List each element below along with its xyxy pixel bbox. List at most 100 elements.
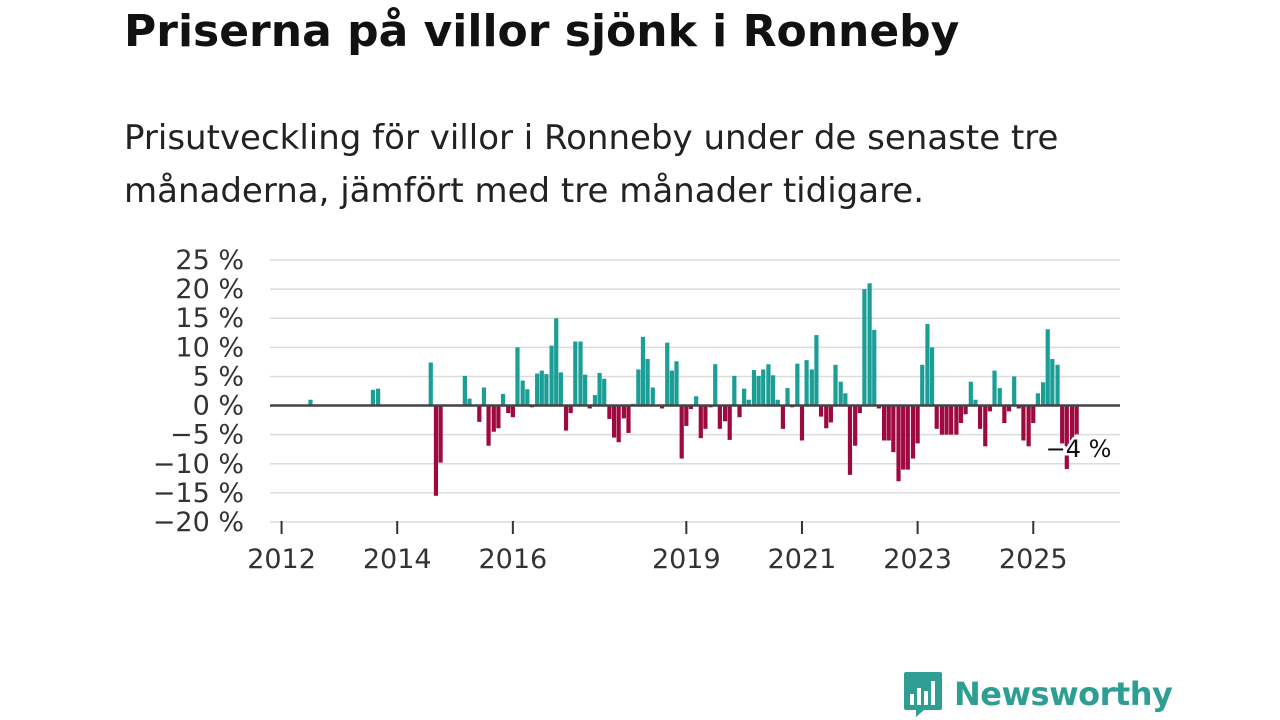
bar (626, 405, 631, 433)
bar (665, 342, 670, 406)
bar (640, 336, 646, 406)
bar (1006, 405, 1012, 412)
bar (1074, 405, 1079, 435)
bar (756, 375, 761, 406)
bar (1026, 405, 1031, 447)
bar (963, 405, 968, 415)
bar (886, 405, 891, 441)
bar (679, 405, 684, 459)
bar (775, 399, 780, 406)
bar (847, 405, 853, 475)
bar-chart: 25 %20 %15 %10 %5 %0 %−5 %−10 %−15 %−20 … (153, 245, 1120, 575)
x-tick-label: 2012 (247, 544, 316, 575)
bar (477, 405, 482, 422)
bar (597, 372, 602, 406)
bar (799, 405, 805, 441)
bar (592, 395, 598, 406)
bar (973, 399, 978, 406)
y-tick-label: −10 % (153, 449, 244, 480)
x-tick-label: 2023 (883, 544, 952, 575)
bar (770, 375, 776, 406)
bar (761, 369, 766, 406)
bar (535, 373, 540, 406)
y-tick-label: 10 % (175, 332, 244, 363)
bar (583, 374, 588, 406)
y-tick-label: 0 % (193, 391, 244, 422)
bar (438, 405, 443, 463)
bar (573, 341, 578, 406)
bar (433, 405, 439, 496)
bar (491, 405, 496, 432)
bar (795, 363, 800, 406)
y-tick-label: −5 % (170, 420, 244, 451)
bar (674, 361, 679, 406)
bar (568, 405, 573, 414)
bar (549, 345, 554, 406)
bar (1016, 405, 1021, 409)
bar (525, 389, 530, 406)
bar (949, 405, 954, 435)
bar (703, 405, 708, 429)
x-tick-label: 2016 (478, 544, 547, 575)
bar (867, 283, 872, 406)
bar (510, 405, 515, 418)
bar (843, 393, 848, 406)
bar (915, 405, 920, 444)
bar (1040, 382, 1046, 406)
bar (857, 405, 862, 414)
bar (554, 318, 559, 406)
bar (688, 405, 694, 410)
bar (876, 405, 881, 409)
bar (659, 405, 665, 409)
bar (742, 388, 747, 406)
bar (698, 405, 703, 439)
bar (563, 405, 569, 431)
y-tick-label: 20 % (175, 274, 244, 305)
bar (910, 405, 916, 459)
bar (905, 405, 910, 470)
y-tick-label: −15 % (153, 478, 244, 509)
x-tick-label: 2019 (652, 544, 721, 575)
bar (987, 405, 992, 412)
bar (713, 364, 718, 406)
bar (650, 387, 655, 406)
bar (828, 405, 833, 423)
bar (818, 405, 824, 417)
bar (1031, 405, 1036, 424)
bar (881, 405, 887, 441)
bar (428, 362, 433, 406)
bar (1069, 405, 1075, 441)
x-tick-label: 2014 (363, 544, 432, 575)
bar (515, 347, 520, 406)
bar (838, 381, 843, 406)
bar (992, 370, 997, 406)
bar (780, 405, 785, 429)
bar (732, 375, 737, 406)
bar (602, 378, 607, 406)
bar (929, 347, 935, 406)
bar (901, 405, 906, 470)
bar (766, 364, 771, 406)
bar (862, 289, 867, 406)
bar (737, 405, 742, 418)
bar (462, 375, 467, 406)
y-tick-label: 25 % (175, 245, 244, 276)
bar (611, 405, 617, 438)
newsworthy-logo-icon (904, 672, 942, 717)
bar (804, 360, 809, 406)
bar (1002, 405, 1007, 424)
bar (983, 405, 988, 447)
bar (814, 335, 819, 406)
bar (578, 341, 583, 406)
bar (486, 405, 491, 446)
bar (558, 372, 563, 406)
bar (376, 388, 381, 406)
bar (977, 405, 983, 429)
bar (481, 387, 487, 406)
bar (809, 369, 814, 406)
newsworthy-logo: Newsworthy (902, 668, 1173, 720)
newsworthy-logo-text: Newsworthy (954, 675, 1173, 713)
x-tick-label: 2025 (999, 544, 1068, 575)
bar (944, 405, 949, 435)
bar (722, 405, 728, 422)
